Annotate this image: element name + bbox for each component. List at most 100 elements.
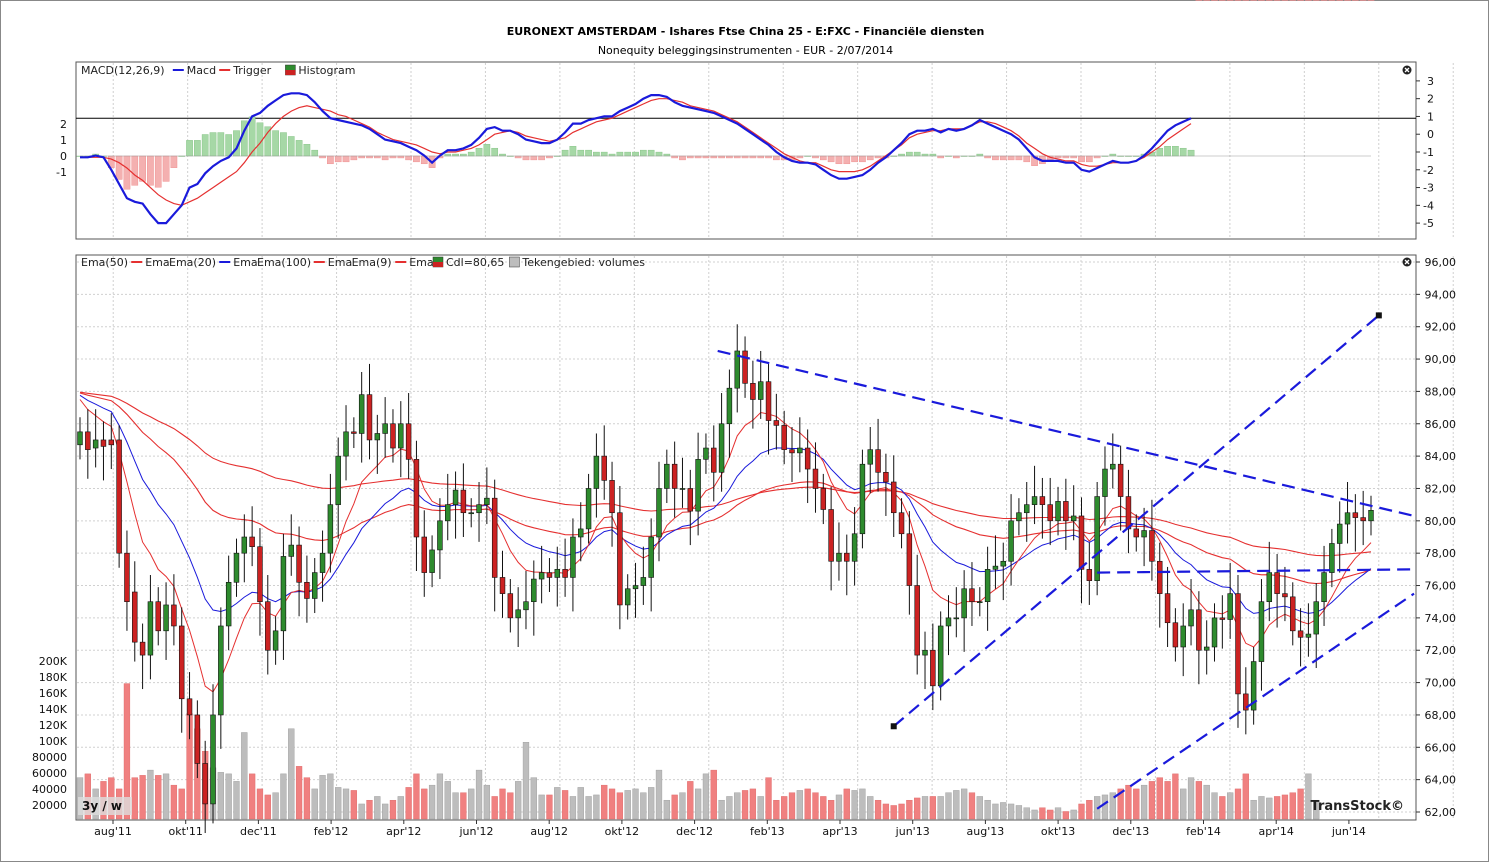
volume-bar (421, 788, 428, 820)
volume-bar (718, 799, 725, 820)
volume-bar (890, 805, 897, 820)
macd-legend-label: Histogram (298, 64, 355, 77)
volume-bar (882, 803, 890, 820)
volume-bar (741, 790, 749, 820)
volume-bar (812, 792, 819, 820)
volume-tick-label: 80000 (32, 751, 67, 764)
histogram-bar (350, 155, 358, 161)
volume-bar (1156, 777, 1163, 820)
volume-bar (1172, 773, 1179, 820)
macd-y-axis: 3 2 1 0 -1 -2 -3 -4 -5 2 1 0 -1 (56, 75, 1434, 230)
histogram-bar (264, 126, 272, 157)
macd-right-tick-label: -2 (1423, 164, 1434, 177)
candle-body (147, 601, 154, 656)
candle-body (280, 556, 287, 632)
candle-body (1297, 630, 1304, 638)
histogram-bar (1305, 0, 1312, 1)
volume-bar (303, 777, 311, 820)
candle-body (382, 423, 388, 434)
candle-body (1149, 530, 1155, 562)
histogram-bar (1007, 155, 1015, 161)
histogram-bar (1234, 0, 1242, 1)
volume-bar (616, 792, 624, 820)
histogram-bar (522, 155, 530, 161)
volume-bar (147, 769, 154, 820)
macd-right-tick-label: -1 (1423, 146, 1434, 159)
histogram-bar (115, 155, 123, 180)
candle-body (992, 565, 999, 570)
volume-bar (632, 788, 639, 820)
candle-body (937, 625, 944, 687)
price-legend-label: Ema (233, 256, 257, 269)
candlesticks (77, 324, 1374, 834)
candle-body (429, 549, 435, 573)
histogram-bar (1281, 0, 1289, 1)
candle-body (445, 504, 451, 522)
histogram-bar (1328, 0, 1336, 1)
histogram-bar (1078, 155, 1085, 163)
volume-bar (319, 775, 326, 820)
volume-bar (1054, 807, 1062, 820)
volume-bar (1070, 809, 1077, 820)
volume-bar (1140, 784, 1148, 820)
volume-bar (405, 787, 412, 820)
ema-100-line (79, 391, 1372, 557)
histogram-bar (585, 149, 592, 157)
volume-bar (1000, 802, 1007, 820)
candle-body (718, 423, 725, 473)
volume-tick-label: 40000 (32, 783, 67, 796)
price-tick-label: 62,00 (1425, 806, 1457, 819)
candle-body (171, 604, 177, 627)
histogram-bar (866, 155, 874, 161)
candle-body (906, 533, 913, 586)
volume-bar (804, 788, 811, 820)
period-box[interactable] (78, 797, 132, 815)
candle-body (711, 447, 717, 473)
candle-body (531, 578, 537, 603)
candle-body (296, 544, 302, 583)
volume-bar (663, 799, 670, 820)
candle-body (163, 604, 169, 632)
x-tick-label: okt'12 (605, 825, 639, 838)
histogram-bar (1312, 0, 1320, 1)
candle-body (656, 488, 662, 538)
volume-tick-label: 180K (39, 671, 68, 684)
volume-bar (389, 799, 397, 820)
volume-bar (397, 796, 404, 820)
macd-close-icon[interactable] (1402, 65, 1412, 75)
volume-bar (1062, 811, 1069, 820)
price-close-icon[interactable] (1402, 257, 1412, 267)
volume-bar (585, 796, 592, 820)
candle-body (265, 601, 271, 651)
candle-body (405, 423, 412, 460)
volume-bar (710, 769, 717, 820)
histogram-bar (209, 132, 217, 157)
candle-body (679, 488, 686, 490)
volume-bar (311, 788, 318, 820)
candle-body (734, 350, 740, 389)
candle-body (859, 463, 866, 535)
candle-body (358, 394, 365, 434)
candle-body (1031, 496, 1038, 505)
candle-body (132, 591, 138, 643)
volume-bar (413, 773, 420, 820)
histogram-bar (1156, 147, 1164, 157)
histogram-bar (491, 147, 499, 157)
volume-bar (1195, 781, 1203, 820)
histogram-bar (139, 155, 146, 182)
price-tick-label: 66,00 (1425, 741, 1457, 754)
ema-lines (79, 391, 1372, 693)
ema-50-line (79, 392, 1372, 585)
histogram-bar (225, 134, 232, 157)
period-label[interactable]: 3y / w (82, 799, 122, 813)
histogram-bar (851, 155, 858, 163)
histogram-bar (1023, 155, 1031, 163)
candle-body (1282, 593, 1288, 598)
price-legend-label: Ema(20) (169, 256, 216, 269)
candle-body (1352, 512, 1359, 518)
macd-left-tick-label: -1 (56, 166, 67, 179)
candle-body (867, 449, 873, 465)
candle-body (1172, 622, 1179, 648)
price-tick-label: 70,00 (1425, 677, 1457, 690)
horizontal-trendline (1097, 568, 1415, 574)
